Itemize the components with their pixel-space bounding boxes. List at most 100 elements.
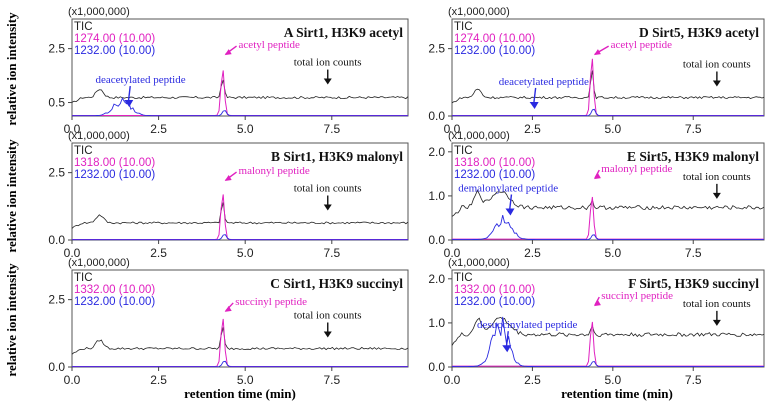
chart-panel: (x1,000,000) 0.0 1.0 2.0 0.0 2.5 5.0 7.5 TIC1332… [428, 257, 765, 387]
y-tick-label: 2.0 [428, 145, 445, 159]
legend-entry: 1232.00 (10.00) [454, 45, 535, 57]
acyl-peptide-annotation: succinyl peptide [235, 296, 307, 308]
tic-annotation: total ion counts [294, 310, 362, 322]
legend-entry: TIC [74, 145, 93, 157]
legend-entry: 1232.00 (10.00) [454, 169, 535, 181]
panel-title: B Sirt1, H3K9 malonyl [271, 149, 403, 164]
tic-arrow-head [712, 192, 721, 199]
scale-label: (x1,000,000) [448, 130, 510, 142]
x-tick-label: 0.0 [64, 122, 81, 136]
acyl-arrow-head [593, 173, 601, 180]
scale-label: (x1,000,000) [448, 6, 510, 18]
y-axis-label-text: relative ion intensity [4, 12, 19, 126]
acyl-arrow-head [224, 49, 232, 56]
chart-panel: (x1,000,000) 0.0 2.5 0.0 2.5 5.0 7.5 TIC1274.00… [428, 6, 765, 136]
x-tick-label: 0.0 [444, 122, 461, 136]
tic-series-line [451, 316, 765, 346]
legend-entry: 1332.00 (10.00) [454, 284, 535, 296]
x-tick-label: 7.5 [685, 246, 702, 260]
acyl-arrow-head [224, 175, 232, 182]
x-tick-label: 5.0 [604, 246, 621, 260]
deacyl-peptide-series-line [72, 234, 408, 241]
acyl-peptide-series-line [452, 321, 764, 367]
deacyl-peptide-annotation: deacetylated peptide [499, 76, 589, 88]
legend-entry: 1232.00 (10.00) [74, 169, 155, 181]
x-tick-label: 0.0 [444, 246, 461, 260]
deacyl-peptide-series-line [452, 214, 764, 241]
acyl-peptide-series-line [72, 194, 408, 240]
tic-arrow-head [712, 80, 721, 87]
tic-series-line [71, 202, 409, 229]
tic-arrow-head [323, 331, 332, 338]
chart-panel: (x1,000,000) 0.0 2.5 0.0 2.5 5.0 7.5 TIC1332.00… [48, 257, 409, 387]
legend-entry: 1232.00 (10.00) [74, 296, 155, 308]
deacyl-arrow-head [124, 100, 134, 108]
x-tick-label: 2.5 [524, 373, 541, 387]
y-tick-label: 0.0 [428, 360, 445, 374]
acyl-peptide-annotation: malonyl peptide [601, 163, 672, 175]
deacyl-peptide-series-line [72, 97, 408, 117]
x-tick-label: 5.0 [237, 122, 254, 136]
y-tick-label: 1.0 [428, 316, 445, 330]
panel-title: D Sirt5, H3K9 acetyl [639, 25, 759, 40]
y-tick-label: 0.0 [428, 233, 445, 247]
y-tick-label: 2.5 [48, 42, 65, 56]
x-tick-label: 5.0 [237, 373, 254, 387]
x-tick-label: 7.5 [685, 373, 702, 387]
y-tick-label: 2.5 [48, 166, 65, 180]
y-tick-label: 0.5 [48, 96, 65, 110]
tic-annotation: total ion counts [294, 57, 362, 69]
deacyl-peptide-series-line [452, 108, 764, 117]
tic-series-line [451, 70, 765, 104]
deacyl-peptide-annotation: desuccinylated peptide [477, 319, 578, 331]
legend-entry: 1232.00 (10.00) [454, 296, 535, 308]
legend-entry: 1274.00 (10.00) [454, 33, 535, 45]
tic-arrow-head [323, 78, 332, 85]
acyl-peptide-annotation: acetyl peptide [611, 39, 673, 51]
legend-entry: 1332.00 (10.00) [74, 284, 155, 296]
deacyl-peptide-annotation: deacetylated peptide [96, 74, 186, 86]
y-axis-label-text: relative ion intensity [4, 139, 19, 253]
deacyl-peptide-series-line [452, 316, 764, 368]
acyl-peptide-annotation: acetyl peptide [239, 39, 301, 51]
acyl-peptide-annotation: malonyl peptide [239, 165, 310, 177]
x-tick-label: 2.5 [524, 122, 541, 136]
y-tick-label: 0.0 [48, 360, 65, 374]
x-tick-label: 7.5 [323, 246, 340, 260]
legend-entry: TIC [454, 21, 473, 33]
y-tick-label: 1.0 [428, 189, 445, 203]
deacyl-arrow-head [505, 208, 515, 216]
x-tick-label: 0.0 [64, 373, 81, 387]
chart-panel: (x1,000,000) 0.0 2.5 0.0 2.5 5.0 7.5 TIC1318.00… [48, 130, 409, 260]
x-tick-label: 7.5 [685, 122, 702, 136]
x-tick-label: 2.5 [150, 373, 167, 387]
chart-panel: (x1,000,000) 0.0 1.0 2.0 0.0 2.5 5.0 7.5 TIC1318… [428, 130, 765, 260]
y-tick-label: 0.0 [48, 233, 65, 247]
y-axis-label-left: relative ion intensity relative ion inte… [4, 12, 19, 377]
panel-title: E Sirt5, H3K9 malonyl [627, 149, 759, 164]
acyl-arrow-head [593, 49, 601, 56]
x-tick-label: 5.0 [604, 122, 621, 136]
scale-label: (x1,000,000) [68, 6, 130, 18]
y-axis-label-text: relative ion intensity [4, 263, 19, 377]
legend-entry: 1274.00 (10.00) [74, 33, 155, 45]
deacyl-peptide-annotation: demalonylated peptide [458, 183, 558, 195]
acyl-peptide-series-line [72, 318, 408, 367]
panel-title: A Sirt1, H3K9 acetyl [284, 25, 403, 40]
y-tick-label: 2.5 [428, 42, 445, 56]
tic-series-line [71, 79, 409, 103]
legend-entry: 1318.00 (10.00) [454, 157, 535, 169]
acyl-arrow-head [593, 300, 601, 307]
deacyl-arrow-head [529, 101, 539, 109]
tic-annotation: total ion counts [683, 171, 751, 183]
tic-annotation: total ion counts [294, 183, 362, 195]
y-tick-label: 2.0 [428, 272, 445, 286]
deacyl-arrow-head [502, 345, 512, 353]
x-tick-label: 5.0 [604, 373, 621, 387]
x-tick-label: 5.0 [237, 246, 254, 260]
tic-annotation: total ion counts [683, 298, 751, 310]
x-tick-label: 0.0 [64, 246, 81, 260]
tic-series-line [71, 327, 409, 355]
x-tick-label: 2.5 [150, 246, 167, 260]
